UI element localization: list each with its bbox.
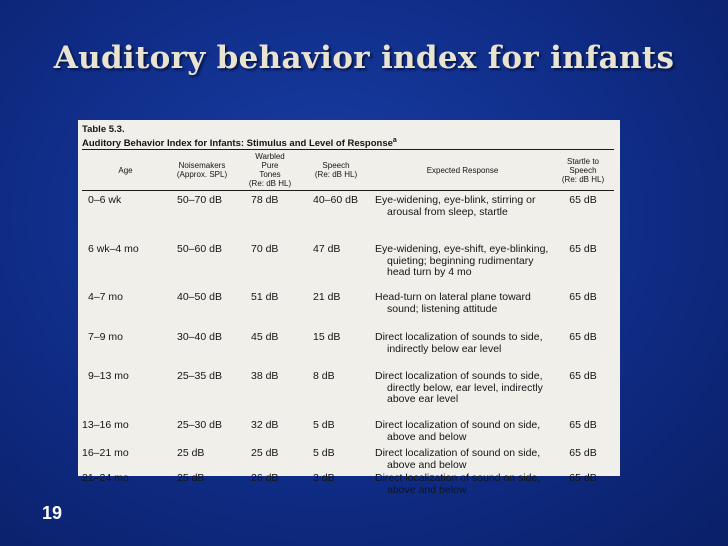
cell-tones: 26 dB [251,472,279,485]
table-row: 0–6 wk 50–70 dB 78 dB 40–60 dB Eye-widen… [82,194,614,244]
cell-age: 0–6 wk [88,194,122,207]
header-noisemakers: Noisemakers (Approx. SPL) [176,161,228,180]
cell-speech: 40–60 dB [313,194,358,207]
cell-response: Direct localization of sound on side, ab… [375,447,541,471]
cell-age: 9–13 mo [88,370,129,383]
slide-number: 19 [42,503,63,523]
header-bottom-rule [82,190,614,192]
cell-startle: 65 dB [569,331,597,344]
cell-age: 16–21 mo [82,447,129,460]
cell-noisemakers: 40–50 dB [177,291,222,304]
table-row: 6 wk–4 mo 50–60 dB 70 dB 47 dB Eye-widen… [82,243,614,292]
cell-response: Direct localization of sounds to side, d… [375,370,543,406]
cell-noisemakers: 50–70 dB [177,194,222,207]
cell-response: Eye-widening, eye-blink, stirring or aro… [375,194,536,218]
cell-tones: 51 dB [251,291,279,304]
header-warbled-tones: Warbled Pure Tones (Re: dB HL) [248,152,292,189]
cell-startle: 65 dB [569,370,597,383]
cell-age: 13–16 mo [82,419,129,432]
table-row: 4–7 mo 40–50 dB 51 dB 21 dB Head-turn on… [82,291,614,332]
table-row: 16–21 mo 25 dB 25 dB 5 dB Direct localiz… [82,447,614,473]
cell-speech: 8 dB [313,370,335,383]
cell-response: Direct localization of sound on side, ab… [375,419,541,443]
table-row: 9–13 mo 25–35 dB 38 dB 8 dB Direct local… [82,370,614,420]
cell-tones: 45 dB [251,331,279,344]
cell-speech: 47 dB [313,243,341,256]
cell-tones: 78 dB [251,194,279,207]
cell-speech: 21 dB [313,291,341,304]
cell-speech: 5 dB [313,447,335,460]
cell-noisemakers: 25 dB [177,472,205,485]
cell-response: Head-turn on lateral plane toward sound;… [375,291,531,315]
cell-tones: 32 dB [251,419,279,432]
table-body: 0–6 wk 50–70 dB 78 dB 40–60 dB Eye-widen… [82,191,614,495]
slide-title: Auditory behavior index for infants [53,40,675,76]
table-row: 21–24 mo 25 dB 26 dB 3 dB Direct localiz… [82,472,614,496]
cell-noisemakers: 25–35 dB [177,370,222,383]
cell-tones: 25 dB [251,447,279,460]
header-startle: Startle to Speech (Re: dB HL) [561,156,605,184]
cell-response: Direct localization of sounds to side, i… [375,331,543,355]
cell-speech: 3 dB [313,472,335,485]
table-title: Auditory Behavior Index for Infants: Sti… [82,137,397,150]
cell-age: 4–7 mo [88,291,124,304]
table-top-rule [82,149,614,151]
header-age: Age [118,165,133,175]
cell-startle: 65 dB [569,419,597,432]
table-row: 7–9 mo 30–40 dB 45 dB 15 dB Direct local… [82,331,614,371]
table-header-row: Age Noisemakers (Approx. SPL) Warbled Pu… [82,150,614,190]
cell-age: 6 wk–4 mo [88,243,139,256]
cell-noisemakers: 25 dB [177,447,205,460]
cell-speech: 5 dB [313,419,335,432]
footnote-marker: a [392,137,397,144]
table-caption: Table 5.3. Auditory Behavior Index for I… [82,124,614,149]
table-number: Table 5.3. [82,124,125,135]
header-expected-response: Expected Response [426,165,499,175]
scanned-table-image: Table 5.3. Auditory Behavior Index for I… [78,120,620,495]
cell-noisemakers: 25–30 dB [177,419,222,432]
cell-age: 21–24 mo [82,472,129,485]
cell-startle: 65 dB [569,472,597,485]
cell-speech: 15 dB [313,331,341,344]
cell-noisemakers: 30–40 dB [177,331,222,344]
cell-startle: 65 dB [569,291,597,304]
cell-response: Eye-widening, eye-shift, eye-blinking, q… [375,243,549,279]
table-row: 13–16 mo 25–30 dB 32 dB 5 dB Direct loca… [82,419,614,448]
cell-startle: 65 dB [569,194,597,207]
cell-age: 7–9 mo [88,331,124,344]
cell-tones: 38 dB [251,370,279,383]
cell-response: Direct localization of sound on side, ab… [375,472,541,496]
cell-startle: 65 dB [569,447,597,460]
cell-tones: 70 dB [251,243,279,256]
header-speech: Speech (Re: dB HL) [314,161,358,180]
cell-startle: 65 dB [569,243,597,256]
cell-noisemakers: 50–60 dB [177,243,222,256]
